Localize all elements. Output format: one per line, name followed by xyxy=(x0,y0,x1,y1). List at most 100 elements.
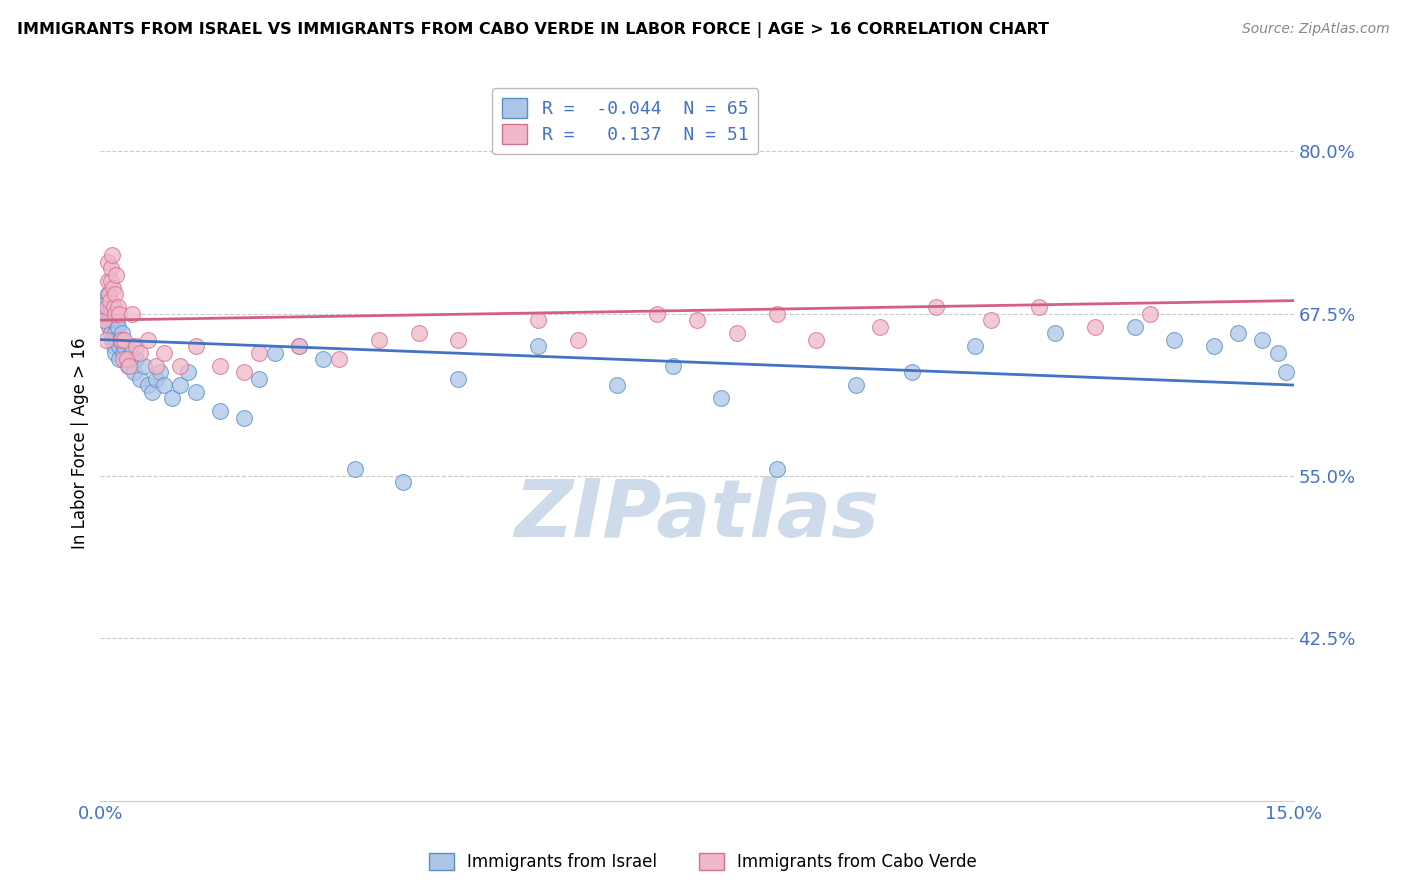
Point xyxy=(264,345,287,359)
Point xyxy=(249,371,271,385)
Point xyxy=(98,287,121,301)
Point xyxy=(108,352,131,367)
Point xyxy=(391,475,413,490)
Point xyxy=(1250,333,1272,347)
Point xyxy=(100,274,122,288)
Point xyxy=(806,333,828,347)
Point xyxy=(105,333,128,347)
Point xyxy=(107,319,129,334)
Point xyxy=(1202,339,1225,353)
Point xyxy=(1163,333,1185,347)
Point xyxy=(1226,326,1249,340)
Point xyxy=(115,352,138,367)
Point xyxy=(94,333,117,347)
Point xyxy=(232,365,254,379)
Point xyxy=(900,365,922,379)
Point xyxy=(606,378,628,392)
Point xyxy=(208,359,231,373)
Point xyxy=(125,339,148,353)
Point xyxy=(129,345,152,359)
Point xyxy=(100,326,122,340)
Point xyxy=(107,339,129,353)
Point xyxy=(408,326,430,340)
Point xyxy=(965,339,987,353)
Point xyxy=(1028,300,1050,314)
Point xyxy=(980,313,1002,327)
Point xyxy=(208,404,231,418)
Point xyxy=(232,410,254,425)
Legend: Immigrants from Israel, Immigrants from Cabo Verde: Immigrants from Israel, Immigrants from … xyxy=(420,845,986,880)
Point xyxy=(1123,319,1146,334)
Point xyxy=(1267,345,1289,359)
Point xyxy=(103,300,125,314)
Point xyxy=(105,313,128,327)
Point xyxy=(149,365,172,379)
Point xyxy=(141,384,163,399)
Point xyxy=(288,339,311,353)
Point xyxy=(145,371,167,385)
Point xyxy=(96,274,118,288)
Point xyxy=(447,333,470,347)
Point xyxy=(160,391,183,405)
Y-axis label: In Labor Force | Age > 16: In Labor Force | Age > 16 xyxy=(72,338,89,549)
Point xyxy=(645,307,668,321)
Point xyxy=(112,333,135,347)
Point xyxy=(725,326,748,340)
Point xyxy=(104,345,127,359)
Point xyxy=(1043,326,1066,340)
Point xyxy=(527,339,550,353)
Point xyxy=(288,339,311,353)
Point xyxy=(108,307,131,321)
Point xyxy=(169,378,191,392)
Point xyxy=(98,293,121,308)
Point xyxy=(136,333,159,347)
Point xyxy=(101,248,124,262)
Point xyxy=(98,307,121,321)
Point xyxy=(132,359,155,373)
Point xyxy=(93,313,115,327)
Point xyxy=(101,333,124,347)
Point xyxy=(765,462,787,476)
Point xyxy=(153,378,176,392)
Point xyxy=(765,307,787,321)
Point xyxy=(924,300,946,314)
Point xyxy=(567,333,589,347)
Point xyxy=(447,371,470,385)
Point xyxy=(105,268,128,282)
Point xyxy=(110,333,132,347)
Point xyxy=(869,319,891,334)
Point xyxy=(112,339,135,353)
Point xyxy=(97,254,120,268)
Point xyxy=(96,293,118,308)
Text: IMMIGRANTS FROM ISRAEL VS IMMIGRANTS FROM CABO VERDE IN LABOR FORCE | AGE > 16 C: IMMIGRANTS FROM ISRAEL VS IMMIGRANTS FRO… xyxy=(17,22,1049,38)
Point xyxy=(117,359,139,373)
Point xyxy=(1274,365,1296,379)
Point xyxy=(97,313,120,327)
Point xyxy=(145,359,167,373)
Legend: R =  -0.044  N = 65, R =   0.137  N = 51: R = -0.044 N = 65, R = 0.137 N = 51 xyxy=(492,88,758,154)
Point xyxy=(710,391,733,405)
Point xyxy=(98,319,121,334)
Point xyxy=(1139,307,1161,321)
Point xyxy=(125,352,148,367)
Point xyxy=(110,333,132,347)
Text: Source: ZipAtlas.com: Source: ZipAtlas.com xyxy=(1241,22,1389,37)
Point xyxy=(111,352,134,367)
Point xyxy=(177,365,200,379)
Point xyxy=(129,371,152,385)
Point xyxy=(111,345,134,359)
Point xyxy=(114,352,136,367)
Point xyxy=(153,345,176,359)
Point xyxy=(343,462,366,476)
Point xyxy=(845,378,868,392)
Point xyxy=(101,280,124,294)
Point xyxy=(100,300,122,314)
Point xyxy=(94,307,117,321)
Point xyxy=(328,352,350,367)
Point xyxy=(249,345,271,359)
Text: ZIPatlas: ZIPatlas xyxy=(515,476,880,554)
Point xyxy=(662,359,685,373)
Point xyxy=(121,307,143,321)
Point xyxy=(184,384,207,399)
Point xyxy=(93,300,115,314)
